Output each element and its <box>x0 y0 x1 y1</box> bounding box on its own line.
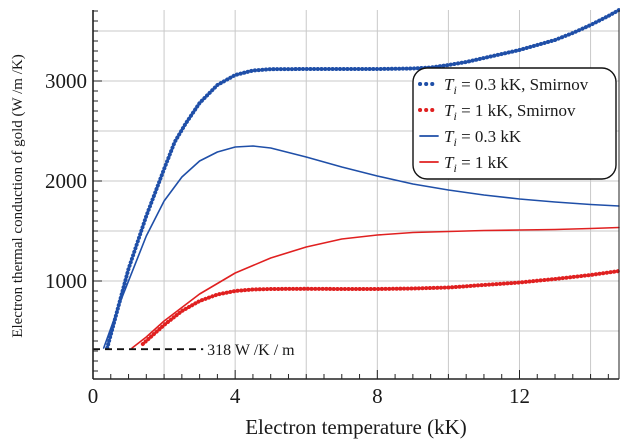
y-tick-label: 3000 <box>45 69 87 93</box>
series-group <box>102 8 620 350</box>
legend-label-1: Ti = 0.3 kK, Smirnov <box>444 75 589 97</box>
series-line-3 <box>102 145 620 349</box>
legend-label-4: Ti = 1 kK <box>444 153 509 175</box>
legend-label-3: Ti = 0.3 kK <box>444 127 522 149</box>
y-tick-label: 1000 <box>45 269 87 293</box>
y-axis-title: Electron thermal conduction of gold (W /… <box>10 54 26 337</box>
annotation-group: 318 W /K / m <box>93 342 295 359</box>
x-tick-label: 4 <box>230 384 241 408</box>
legend-box <box>412 67 617 180</box>
series-line-2 <box>140 269 620 346</box>
x-tick-label: 8 <box>372 384 383 408</box>
series-line-1 <box>105 8 620 350</box>
legend: Ti = 0.3 kK, Smirnov Ti = 1 kK, Smirnov Ti… <box>412 67 617 180</box>
x-axis-title: Electron temperature (kK) <box>245 415 467 439</box>
axes <box>92 10 620 380</box>
legend-label-2: Ti = 1 kK, Smirnov <box>444 101 576 123</box>
x-tick-label: 12 <box>509 384 530 408</box>
series-line-4 <box>131 226 620 349</box>
reference-line-label: 318 W /K / m <box>207 342 295 359</box>
y-tick-label: 2000 <box>45 169 87 193</box>
tick-labels: 0 4 8 12 1000 2000 3000 <box>45 69 530 408</box>
x-tick-label: 0 <box>88 384 99 408</box>
grid <box>93 10 619 379</box>
